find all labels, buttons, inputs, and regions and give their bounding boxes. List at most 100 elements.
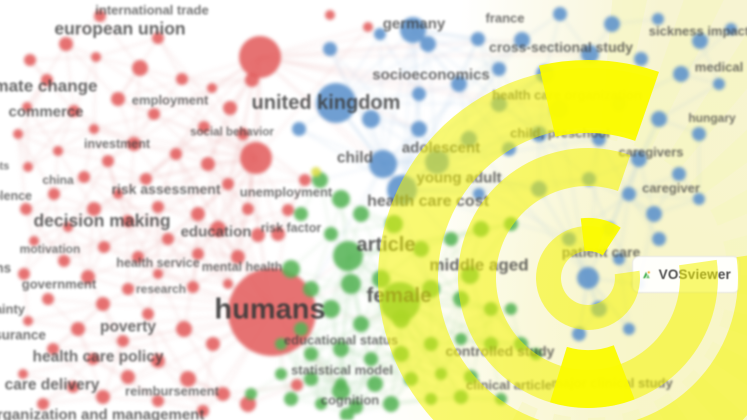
node-dot-green xyxy=(332,382,350,400)
node-dot-red xyxy=(23,162,33,172)
node-dot-red xyxy=(201,157,215,171)
node-dot-green xyxy=(333,341,349,357)
node-dot-blue xyxy=(623,323,635,335)
node-dot-blue xyxy=(502,142,516,156)
node-dot-green xyxy=(385,215,403,233)
node-dot-blue xyxy=(323,42,337,56)
node-dot-red xyxy=(18,369,28,379)
node-dot-red xyxy=(96,390,110,404)
node-dot-red xyxy=(13,129,23,139)
node-dot-blue xyxy=(725,23,737,35)
node-dot-blue xyxy=(592,132,606,146)
node-dot-green xyxy=(425,393,437,405)
vosviewer-icon xyxy=(643,270,650,278)
node-dot-green xyxy=(530,348,542,360)
node-dot-red xyxy=(48,188,60,200)
node-dot-blue xyxy=(420,36,436,52)
node-dot-red xyxy=(87,353,99,365)
node-dot-green xyxy=(333,241,363,271)
node-dot-green xyxy=(383,396,399,412)
node-dot-red xyxy=(122,283,134,295)
node-dot-blue xyxy=(646,206,662,222)
node-dot-red xyxy=(162,233,174,245)
node-dot-red xyxy=(81,270,95,284)
node-dot-red xyxy=(121,370,135,384)
node-dot-red xyxy=(42,293,54,305)
node-dot-red xyxy=(68,105,80,117)
node-dot-red xyxy=(223,101,237,115)
node-dot-green xyxy=(367,376,383,392)
node-dot-red xyxy=(91,52,101,62)
node-dot-blue xyxy=(292,122,306,136)
node-dot-blue xyxy=(612,97,626,111)
node-dot-blue xyxy=(673,66,689,82)
node-dot-blue xyxy=(387,175,417,205)
node-dot-green xyxy=(514,337,528,351)
node-dot-green xyxy=(372,270,390,288)
node-dot-red xyxy=(187,281,199,293)
node-dot-red xyxy=(282,204,294,216)
node-dot-blue xyxy=(602,222,616,236)
node-dot-green xyxy=(505,303,517,315)
node-dot-blue xyxy=(582,172,596,186)
node-dot-red xyxy=(29,236,39,246)
node-dot-red xyxy=(239,36,281,78)
node-dot-blue xyxy=(369,150,397,178)
node-dot-blue xyxy=(536,65,554,83)
node-dot-red xyxy=(245,73,259,87)
node-dot-blue xyxy=(412,87,426,101)
node-dot-green xyxy=(392,310,410,328)
node-dot-red xyxy=(142,308,154,320)
node-dot-green xyxy=(349,400,363,414)
node-dot-red xyxy=(170,148,182,160)
node-dot-red xyxy=(117,335,129,347)
node-dot-green xyxy=(353,206,369,222)
node-dot-green xyxy=(484,337,498,351)
node-dot-blue xyxy=(604,16,620,32)
node-dot-red xyxy=(58,255,70,267)
node-dot-red xyxy=(271,227,285,241)
node-dot-blue xyxy=(425,150,449,174)
node-dot-red xyxy=(87,202,101,216)
node-dot-blue xyxy=(411,121,427,137)
node-dot-red xyxy=(251,228,265,242)
node-dot-green xyxy=(454,390,468,404)
node-dot-blue xyxy=(514,32,530,48)
node-dot-red xyxy=(231,250,245,264)
node-dot-green xyxy=(304,347,318,361)
node-dot-red xyxy=(210,221,226,237)
node-dot-green xyxy=(304,372,318,386)
node-dot-red xyxy=(53,146,63,156)
node-dot-green xyxy=(424,337,438,351)
node-dot-green xyxy=(315,398,327,410)
node-dot-green xyxy=(484,302,498,316)
node-dot-green xyxy=(284,392,298,406)
node-dot-blue xyxy=(362,110,380,128)
node-dot-blue xyxy=(693,193,705,205)
node-dot-red xyxy=(41,74,53,86)
node-dot-red xyxy=(222,178,234,190)
node-dot-green xyxy=(294,322,308,336)
node-dot-green xyxy=(413,241,429,257)
node-dot-blue xyxy=(491,96,507,112)
node-dot-green xyxy=(461,266,479,284)
node-dot-blue xyxy=(562,232,576,246)
node-dot-blue xyxy=(651,111,667,127)
node-dot-blue xyxy=(531,181,547,197)
node-dot-red xyxy=(96,297,110,311)
node-dot-red xyxy=(363,22,373,32)
node-dot-green xyxy=(504,217,518,231)
node-dot-red xyxy=(153,269,163,279)
vosviewer-badge[interactable]: VOSviewer xyxy=(632,256,740,293)
node-dot-red xyxy=(37,398,49,410)
node-dot-blue xyxy=(550,100,568,118)
node-dot-red xyxy=(98,241,110,253)
node-dot-green xyxy=(340,408,354,420)
node-dot-blue xyxy=(581,45,599,63)
node-dot-blue xyxy=(652,13,664,25)
node-dot-red xyxy=(152,32,164,44)
node-dot-green xyxy=(332,190,350,208)
node-dot-green xyxy=(245,388,257,400)
node-dot-blue xyxy=(591,301,607,317)
